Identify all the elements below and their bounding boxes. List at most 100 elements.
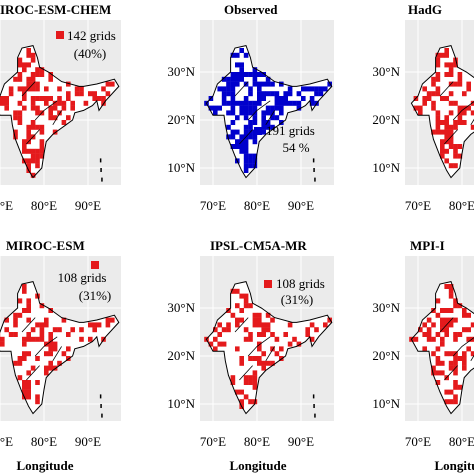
x-tick-label: 70°E — [200, 198, 226, 213]
grid-cell — [248, 380, 253, 385]
grid-cell — [457, 356, 463, 361]
grid-cell — [26, 384, 31, 390]
island — [313, 168, 315, 172]
grid-cell — [243, 100, 249, 106]
grid-cell — [57, 96, 62, 101]
grid-cell — [435, 370, 441, 376]
grid-cell — [239, 110, 244, 116]
grid-cell — [22, 148, 27, 154]
grid-cell — [435, 346, 441, 352]
grid-cell — [257, 72, 262, 77]
grid-cell — [248, 100, 253, 106]
grid-cell — [265, 81, 271, 87]
grid-cell — [257, 100, 262, 106]
grid-cell — [48, 308, 53, 313]
grid-cell — [448, 360, 454, 366]
grid-cell — [221, 100, 227, 106]
grid-cell — [453, 317, 458, 323]
grid-cell — [30, 100, 36, 106]
grid-cell — [35, 153, 40, 159]
grid-cell — [422, 332, 427, 337]
grid-cell — [35, 96, 40, 101]
grid-cell — [239, 399, 244, 405]
state-border — [444, 365, 458, 381]
grid-cell — [470, 322, 474, 328]
x-tick-label: 90°E — [75, 198, 101, 213]
grid-cell — [217, 332, 222, 337]
grid-cell — [261, 120, 266, 125]
grid-cell — [57, 86, 62, 92]
grid-cell — [440, 120, 445, 125]
grid-cell — [235, 72, 240, 77]
x-tick-label: 70°E — [0, 198, 13, 213]
grid-cell — [8, 91, 14, 97]
grid-cell — [22, 380, 27, 385]
grid-cell — [230, 81, 236, 87]
grid-cell — [453, 356, 458, 361]
grid-cell — [252, 67, 258, 73]
grid-cell — [66, 346, 71, 352]
grid-cell — [243, 168, 249, 173]
grid-cell — [265, 105, 271, 111]
panel-title: MPI-I — [410, 238, 445, 253]
grid-cell — [235, 144, 240, 149]
grid-cell — [239, 62, 244, 68]
grid-cell — [444, 332, 449, 337]
grid-cell — [252, 139, 258, 145]
grid-cell — [274, 105, 280, 111]
grid-cell — [235, 76, 240, 82]
grid-cell — [270, 317, 275, 323]
grid-cell — [435, 124, 441, 130]
grid-cell — [444, 399, 449, 405]
grid-cell — [35, 110, 40, 116]
grid-cell — [48, 96, 53, 101]
island — [312, 158, 315, 163]
grid-cell — [30, 365, 36, 371]
grid-cell — [61, 351, 67, 357]
grid-cell — [462, 105, 467, 111]
grid-cell — [435, 110, 441, 116]
grid-cell — [243, 293, 249, 299]
grid-cell — [470, 124, 474, 130]
state-border — [444, 129, 458, 145]
grid-cell — [448, 163, 454, 169]
map-panel: 30°N20°N10°N70°E80°E90°ELongitude — [372, 256, 474, 473]
grid-cell — [261, 115, 266, 121]
grid-cell — [422, 96, 427, 101]
grid-cell — [457, 332, 463, 337]
grid-cell — [440, 336, 445, 342]
grid-cell — [13, 110, 18, 116]
grid-cell — [466, 81, 471, 87]
grid-cell — [243, 298, 249, 304]
grid-cell — [235, 346, 240, 352]
grid-cell — [305, 332, 310, 337]
grid-cell — [448, 139, 454, 145]
grid-cell — [235, 62, 240, 68]
grid-cell — [22, 351, 27, 357]
island — [101, 177, 103, 182]
grid-cell — [79, 336, 84, 342]
grid-cell — [453, 124, 458, 130]
grid-cell — [261, 327, 266, 333]
grid-cell — [422, 346, 427, 352]
y-tick-label: 20°N — [372, 348, 400, 363]
grid-cell — [52, 327, 58, 333]
grid-cell — [13, 360, 18, 366]
x-tick-label: 70°E — [200, 434, 226, 449]
grid-cell — [466, 86, 471, 92]
grid-cell — [418, 327, 423, 333]
grid-cell — [283, 100, 288, 106]
grid-cell — [457, 153, 463, 159]
grid-cell — [265, 312, 271, 318]
grid-cell — [239, 100, 244, 106]
grid-cell — [66, 81, 71, 87]
grid-cell — [92, 91, 97, 97]
grid-cell — [261, 81, 266, 87]
grid-cell — [248, 163, 253, 169]
grid-cell — [235, 322, 240, 328]
grid-cell — [274, 351, 280, 357]
grid-cell — [444, 134, 449, 140]
grid-cell — [248, 332, 253, 337]
